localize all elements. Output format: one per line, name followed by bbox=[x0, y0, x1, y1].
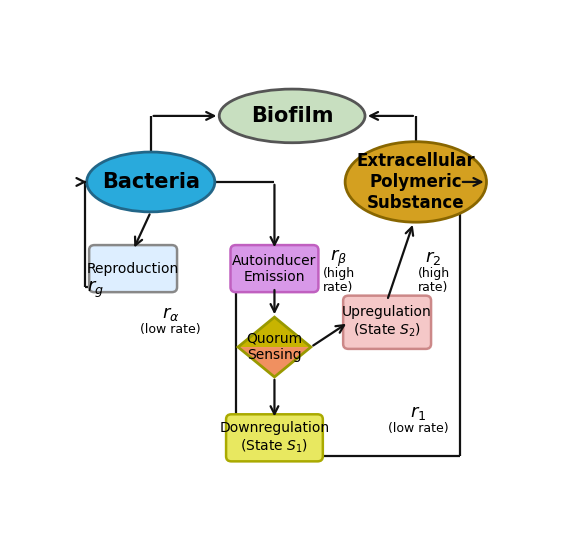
Text: Bacteria: Bacteria bbox=[102, 172, 200, 192]
Text: rate): rate) bbox=[418, 281, 449, 294]
Text: (high: (high bbox=[323, 267, 355, 280]
Text: $r_1$: $r_1$ bbox=[410, 404, 426, 422]
Text: $r_g$: $r_g$ bbox=[87, 279, 104, 300]
Text: $r_2$: $r_2$ bbox=[425, 249, 442, 267]
Polygon shape bbox=[238, 317, 311, 347]
FancyBboxPatch shape bbox=[226, 414, 323, 461]
Text: (high: (high bbox=[417, 267, 450, 280]
Ellipse shape bbox=[87, 152, 215, 212]
Text: Autoinducer
Emission: Autoinducer Emission bbox=[232, 254, 317, 284]
Polygon shape bbox=[238, 347, 311, 377]
Text: Extracellular
Polymeric
Substance: Extracellular Polymeric Substance bbox=[356, 152, 475, 212]
Ellipse shape bbox=[219, 89, 365, 143]
Ellipse shape bbox=[345, 142, 487, 222]
Text: (low rate): (low rate) bbox=[388, 422, 449, 435]
Text: (low rate): (low rate) bbox=[140, 323, 201, 336]
Text: Upregulation
(State $S_2$): Upregulation (State $S_2$) bbox=[342, 306, 432, 339]
FancyBboxPatch shape bbox=[230, 245, 319, 292]
Text: Quorum
Sensing: Quorum Sensing bbox=[246, 332, 303, 362]
Text: Reproduction: Reproduction bbox=[87, 262, 179, 276]
Text: Biofilm: Biofilm bbox=[251, 106, 333, 126]
Text: rate): rate) bbox=[323, 281, 354, 294]
Text: Downregulation
(State $S_1$): Downregulation (State $S_1$) bbox=[219, 421, 329, 455]
Text: $r_\beta$: $r_\beta$ bbox=[330, 248, 347, 269]
Text: $r_\alpha$: $r_\alpha$ bbox=[162, 305, 180, 323]
FancyBboxPatch shape bbox=[343, 296, 431, 349]
FancyBboxPatch shape bbox=[89, 245, 177, 292]
